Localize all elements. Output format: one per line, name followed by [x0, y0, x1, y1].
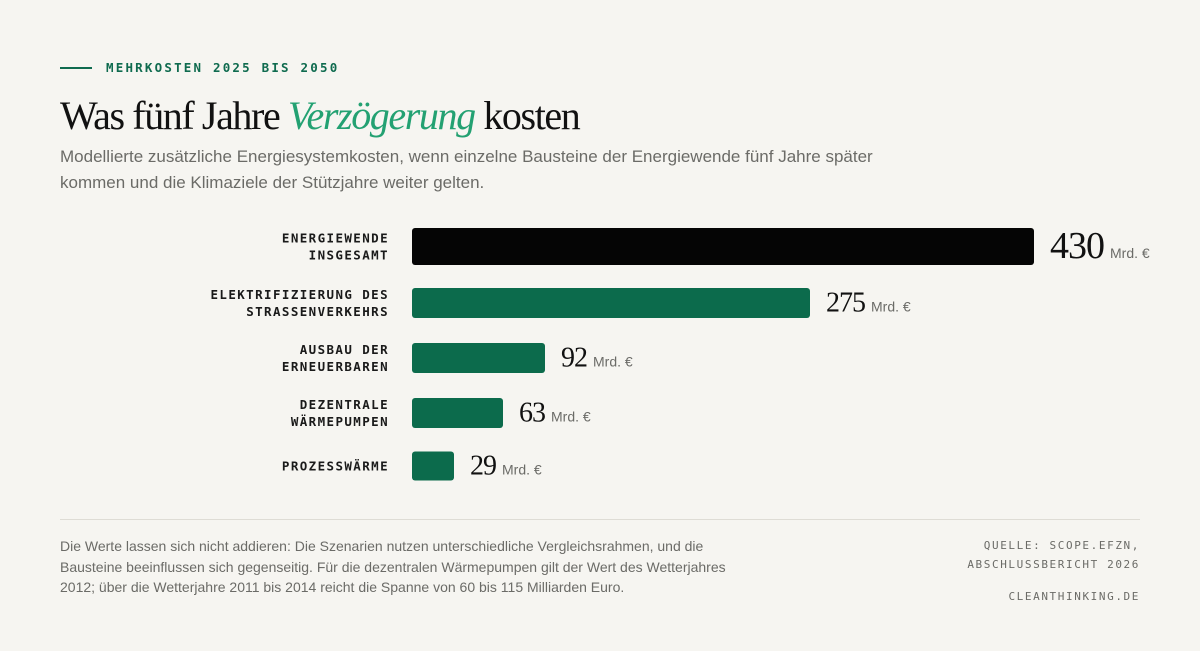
chart-title: Was fünf Jahre Verzögerung kosten [60, 92, 581, 140]
category-label-2-line-2: STRASSENVERKEHRS [246, 304, 389, 319]
category-label-3-line-2: ERNEUERBAREN [282, 359, 389, 374]
category-label-1-line-2: INSGESAMT [309, 248, 389, 263]
kicker-rule [60, 66, 92, 69]
value-label-5: 29 Mrd. € [470, 450, 542, 481]
value-label-3: 92 Mrd. € [561, 342, 633, 373]
title-accent: Verzögerung [287, 93, 476, 138]
value-number-1: 430 [1050, 225, 1104, 267]
value-unit-4: Mrd. € [551, 408, 591, 424]
value-number-5: 29 [470, 450, 496, 481]
kicker-text: MEHRKOSTEN 2025 BIS 2050 [106, 60, 340, 75]
value-label-2: 275 Mrd. € [826, 287, 911, 318]
value-label-4: 63 Mrd. € [519, 397, 591, 428]
brand-link[interactable]: CLEANTHINKING.DE [1008, 590, 1140, 603]
category-label-5-line-1: PROZESSWÄRME [282, 459, 389, 474]
bar-1 [412, 228, 1034, 265]
category-label-4-line-2: WÄRMEPUMPEN [291, 414, 389, 429]
title-part-1: Was fünf Jahre [60, 93, 288, 138]
bar-5 [412, 451, 454, 481]
bar-2 [412, 288, 810, 318]
value-number-3: 92 [561, 342, 587, 373]
value-label-1: 430 Mrd. € [1050, 225, 1150, 267]
chart-subtitle: Modellierte zusätzliche Energiesystemkos… [60, 147, 873, 192]
value-number-4: 63 [519, 397, 545, 428]
source-credit: QUELLE: SCOPE.EFZN, ABSCHLUSSBERICHT 202… [967, 536, 1140, 574]
value-unit-2: Mrd. € [871, 298, 911, 314]
footer-divider [60, 519, 1140, 520]
bar-3 [412, 343, 545, 373]
category-label-1-line-1: ENERGIEWENDE [282, 231, 389, 246]
source-line-2: ABSCHLUSSBERICHT 2026 [967, 558, 1140, 571]
bar-4 [412, 398, 503, 428]
value-number-2: 275 [826, 287, 865, 318]
kicker: MEHRKOSTEN 2025 BIS 2050 [60, 60, 339, 75]
value-unit-5: Mrd. € [502, 461, 542, 477]
category-label-4-line-1: DEZENTRALE [300, 397, 389, 412]
bar-chart: ENERGIEWENDE INSGESAMT 430 Mrd. € ELEKTRIFIZ… [210, 225, 1150, 482]
title-part-2: kosten [474, 93, 580, 138]
value-unit-3: Mrd. € [593, 353, 633, 369]
source-line-1: QUELLE: SCOPE.EFZN, [983, 539, 1140, 552]
category-label-3-line-1: AUSBAU DER [300, 342, 389, 357]
category-label-2-line-1: ELEKTRIFIZIERUNG DES [210, 287, 389, 302]
footnote: Die Werte lassen sich nicht addieren: Di… [60, 538, 726, 595]
value-unit-1: Mrd. € [1110, 245, 1150, 261]
